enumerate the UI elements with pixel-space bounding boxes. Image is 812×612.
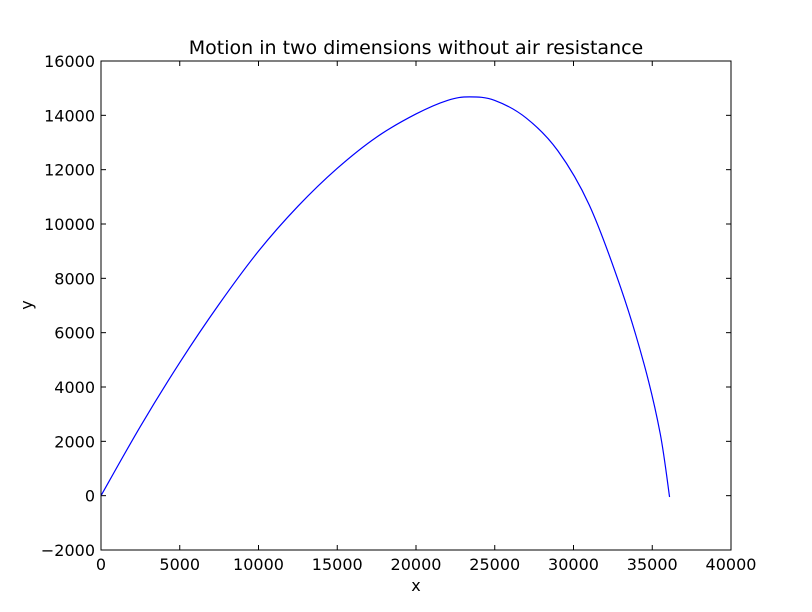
- x-tick-label: 10000: [233, 555, 284, 574]
- y-tick-label: 6000: [54, 324, 95, 343]
- y-tick-label: 8000: [54, 269, 95, 288]
- x-tick-label: 5000: [159, 555, 200, 574]
- y-tick-label: 10000: [44, 215, 95, 234]
- y-tick-label: 16000: [44, 52, 95, 71]
- y-tick-label: 12000: [44, 161, 95, 180]
- plot-area: 0 5000 10000 15000 20000 25000 30000 35000 40000…: [41, 52, 757, 574]
- x-tick-label: 25000: [469, 555, 520, 574]
- x-tick-label: 35000: [627, 555, 678, 574]
- chart-title: Motion in two dimensions without air res…: [189, 37, 644, 59]
- plot-frame: [100, 60, 732, 551]
- x-axis-label: x: [411, 576, 420, 595]
- x-tick-label: 0: [96, 555, 106, 574]
- series-line: [100, 96, 671, 498]
- y-tick-label: −2000: [41, 541, 95, 560]
- y-tick-label: 0: [85, 487, 95, 506]
- y-tick-label: 4000: [54, 378, 95, 397]
- x-tick-label: 30000: [548, 555, 599, 574]
- x-tick-label: 40000: [706, 555, 757, 574]
- x-tick-label: 20000: [391, 555, 442, 574]
- y-axis-label: y: [17, 300, 36, 309]
- y-tick-label: 14000: [44, 106, 95, 125]
- x-tick-label: 15000: [312, 555, 363, 574]
- y-tick-label: 2000: [54, 432, 95, 451]
